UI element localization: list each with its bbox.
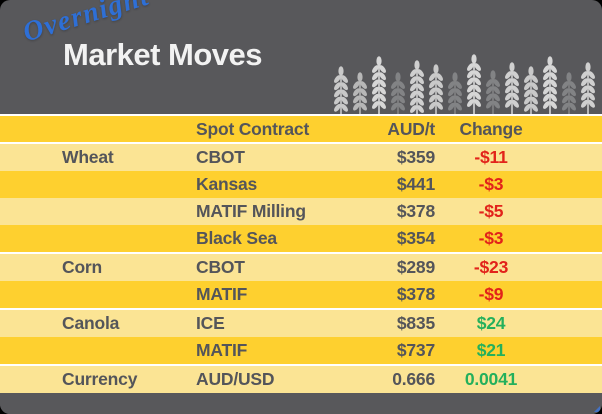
- table-row: MATIF Milling $378 -$5: [0, 198, 602, 225]
- wheat-icons-row: [333, 54, 596, 114]
- row-price: 0.666: [392, 369, 435, 389]
- header: Overnight Market Moves: [0, 0, 602, 114]
- market-table: Spot Contract AUD/t Change Wheat CBOT $359…: [0, 114, 602, 393]
- wheat-stalk-icon: [352, 72, 368, 114]
- row-change: -$11: [474, 147, 508, 167]
- wheat-stalk-icon: [542, 56, 558, 114]
- table-row: Canola ICE $835 $24: [0, 308, 602, 337]
- wheat-stalk-icon: [504, 62, 520, 114]
- row-price: $289: [396, 257, 435, 277]
- column-header-aud-t: AUD/t: [387, 118, 435, 139]
- column-header-spot-contract: Spot Contract: [196, 118, 310, 139]
- row-category: Canola: [62, 313, 120, 333]
- row-price: $378: [396, 201, 435, 221]
- table-row: Kansas $441 -$3: [0, 171, 602, 198]
- table-body: Wheat CBOT $359 -$11 Kansas $441 -$3 MATIF Mill…: [0, 142, 602, 393]
- wheat-stalk-icon: [485, 70, 501, 114]
- table-row: Wheat CBOT $359 -$11: [0, 142, 602, 171]
- wheat-stalk-icon: [428, 64, 444, 114]
- wheat-stalk-icon: [523, 66, 539, 114]
- resize-corner-mark: [594, 406, 600, 412]
- row-price: $835: [396, 313, 435, 333]
- row-category: Currency: [62, 369, 138, 389]
- wheat-stalk-icon: [466, 54, 482, 114]
- row-change: -$9: [478, 284, 504, 304]
- row-change: $24: [476, 313, 506, 333]
- page-title: Market Moves: [63, 37, 263, 72]
- row-contract: AUD/USD: [196, 369, 275, 389]
- wheat-stalk-icon: [409, 60, 425, 114]
- row-price: $737: [396, 340, 435, 360]
- row-change: -$23: [473, 257, 509, 277]
- row-contract: MATIF: [196, 284, 248, 304]
- wheat-stalk-icon: [371, 56, 387, 114]
- wheat-stalk-icon: [447, 72, 463, 114]
- row-contract: MATIF Milling: [196, 201, 306, 221]
- table-row: Black Sea $354 -$3: [0, 225, 602, 252]
- row-category: Corn: [62, 257, 103, 277]
- row-change: $21: [476, 340, 506, 360]
- row-contract: MATIF: [196, 340, 248, 360]
- table-header-row: Spot Contract AUD/t Change: [0, 114, 602, 142]
- table-row: Currency AUD/USD 0.666 0.0041: [0, 364, 602, 393]
- row-change: -$3: [478, 174, 504, 194]
- row-change: -$5: [478, 201, 504, 221]
- row-category: Wheat: [62, 147, 114, 167]
- table-row: MATIF $378 -$9: [0, 281, 602, 308]
- column-header-change: Change: [459, 118, 523, 139]
- table-row: Corn CBOT $289 -$23: [0, 252, 602, 281]
- row-price: $441: [396, 174, 435, 194]
- row-price: $359: [396, 147, 435, 167]
- wheat-stalk-icon: [333, 66, 349, 114]
- row-contract: ICE: [196, 313, 225, 333]
- wheat-stalk-icon: [390, 72, 406, 114]
- row-contract: CBOT: [196, 147, 245, 167]
- row-price: $354: [396, 228, 435, 248]
- footer-bar: [0, 393, 602, 414]
- row-change: 0.0041: [464, 369, 518, 389]
- row-contract: Kansas: [196, 174, 258, 194]
- row-contract: Black Sea: [196, 228, 277, 248]
- row-price: $378: [396, 284, 435, 304]
- wheat-stalk-icon: [580, 62, 596, 114]
- table-row: MATIF $737 $21: [0, 337, 602, 364]
- row-contract: CBOT: [196, 257, 245, 277]
- row-change: -$3: [478, 228, 504, 248]
- wheat-stalk-icon: [561, 72, 577, 114]
